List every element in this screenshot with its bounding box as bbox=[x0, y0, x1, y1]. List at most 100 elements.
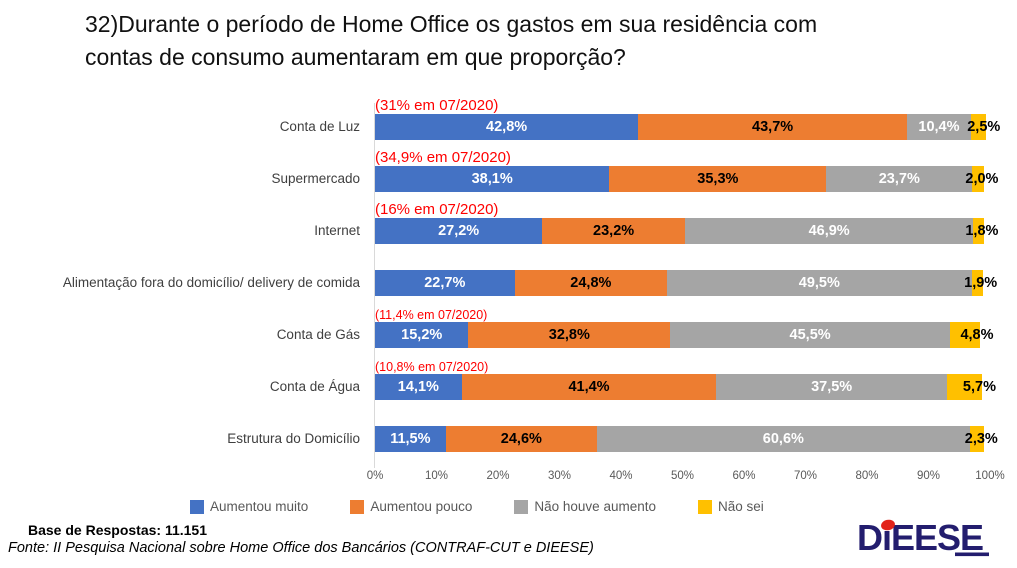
data-label: 10,4% bbox=[918, 119, 960, 135]
data-label: 5,7% bbox=[962, 379, 996, 395]
data-label: 22,7% bbox=[424, 275, 466, 291]
bar-segment-n-o-houve-aumento: 60,6% bbox=[597, 426, 970, 452]
legend-item: Não sei bbox=[697, 499, 764, 514]
data-label: 35,3% bbox=[697, 171, 739, 187]
x-axis-tick: 60% bbox=[732, 470, 756, 482]
bar-segment-aumentou-pouco: 35,3% bbox=[609, 166, 827, 192]
x-axis-tick: 90% bbox=[916, 470, 941, 482]
plot-area: Conta de Luz (31% em 07/2020) 42,8% 43,7% 10… bbox=[0, 95, 1017, 468]
data-label: 11,5% bbox=[390, 431, 431, 447]
data-label: 42,8% bbox=[486, 119, 528, 135]
category-label: Internet bbox=[314, 222, 360, 238]
data-label: 24,8% bbox=[570, 275, 612, 291]
data-label: 15,2% bbox=[401, 327, 443, 343]
data-label: 32,8% bbox=[548, 327, 590, 343]
annotation-prev-survey: (31% em 07/2020) bbox=[375, 97, 499, 114]
annotation-prev-survey: (10,8% em 07/2020) bbox=[375, 360, 489, 374]
bar-segment-aumentou-muito: 27,2% bbox=[375, 218, 543, 244]
data-label: 41,4% bbox=[568, 379, 610, 395]
legend-item: Aumentou muito bbox=[190, 499, 308, 514]
bar-segment-aumentou-pouco: 43,7% bbox=[638, 114, 907, 140]
data-label: 2,0% bbox=[965, 171, 999, 187]
data-label: 23,2% bbox=[593, 223, 635, 239]
stacked-bar: 15,2% 32,8% 45,5% 4,8% bbox=[375, 322, 994, 348]
bar-segment-n-o-sei: 2,3% bbox=[965, 426, 998, 452]
data-label: 49,5% bbox=[798, 275, 840, 291]
data-label: 1,8% bbox=[965, 223, 999, 239]
dieese-logo-text: DıEESE bbox=[857, 517, 983, 558]
bar-area: (11,4% em 07/2020) 15,2% 32,8% 45,5% 4,8% bbox=[375, 308, 994, 361]
bar-segment-n-o-houve-aumento: 46,9% bbox=[684, 218, 974, 244]
x-axis-tick: 50% bbox=[670, 470, 695, 482]
bar-area: (34,9% em 07/2020) 38,1% 35,3% 23,7% 2,0% bbox=[375, 149, 998, 205]
data-label: 43,7% bbox=[752, 119, 794, 135]
data-label: 45,5% bbox=[789, 327, 831, 343]
bar-segment-aumentou-muito: 11,5% bbox=[375, 426, 446, 452]
bar-area: 22,7% 24,8% 49,5% 1,9% bbox=[375, 257, 997, 309]
legend-swatch-icon bbox=[350, 499, 365, 514]
chart-row: Internet (16% em 07/2020) 27,2% 23,2% 46,9% 1… bbox=[0, 201, 1017, 257]
category-label: Conta de Água bbox=[269, 378, 360, 394]
chart-row: Supermercado (34,9% em 07/2020) 38,1% 35,3%… bbox=[0, 149, 1017, 205]
category-label: Conta de Luz bbox=[279, 118, 360, 134]
x-axis-tick: 70% bbox=[793, 470, 818, 482]
bar-segment-n-o-houve-aumento: 23,7% bbox=[826, 166, 973, 192]
bar-segment-aumentou-pouco: 24,6% bbox=[445, 426, 597, 452]
bar-segment-n-o-sei: 2,5% bbox=[967, 114, 1000, 140]
stacked-bar: 27,2% 23,2% 46,9% 1,8% bbox=[375, 218, 998, 244]
x-axis-tick: 30% bbox=[547, 470, 572, 482]
data-label: 46,9% bbox=[808, 223, 850, 239]
legend-item: Não houve aumento bbox=[514, 499, 656, 514]
legend-label: Aumentou muito bbox=[210, 499, 309, 514]
logo-underline bbox=[955, 552, 989, 557]
chart-title-line2: contas de consumo aumentaram em que prop… bbox=[85, 44, 626, 70]
annotation-prev-survey: (16% em 07/2020) bbox=[375, 201, 499, 218]
legend: Aumentou muito Aumentou pouco Não houve au… bbox=[190, 499, 764, 514]
stacked-bar: 42,8% 43,7% 10,4% 2,5% bbox=[375, 114, 1000, 140]
legend-swatch-icon bbox=[697, 499, 712, 514]
stacked-bar: 22,7% 24,8% 49,5% 1,9% bbox=[375, 270, 997, 296]
data-label: 4,8% bbox=[960, 327, 994, 343]
bar-area: (16% em 07/2020) 27,2% 23,2% 46,9% 1,8% bbox=[375, 201, 998, 257]
legend-label: Não houve aumento bbox=[534, 499, 656, 514]
y-axis-line bbox=[374, 103, 375, 468]
logo-red-dot bbox=[881, 519, 895, 531]
bar-segment-aumentou-muito: 42,8% bbox=[375, 114, 639, 140]
category-label: Conta de Gás bbox=[276, 326, 360, 342]
x-axis-tick: 100% bbox=[975, 470, 1005, 482]
chart-row: Conta de Gás (11,4% em 07/2020) 15,2% 32,8%… bbox=[0, 308, 1017, 361]
chart-title: 32)Durante o período de Home Office os g… bbox=[85, 8, 985, 74]
bar-area: (31% em 07/2020) 42,8% 43,7% 10,4% 2,5% bbox=[375, 97, 1000, 153]
bar-segment-aumentou-muito: 14,1% bbox=[375, 374, 462, 400]
base-respostas: Base de Respostas: 11.151 bbox=[28, 522, 207, 538]
category-label: Supermercado bbox=[271, 170, 360, 186]
bar-segment-aumentou-muito: 15,2% bbox=[375, 322, 469, 348]
data-label: 14,1% bbox=[397, 379, 439, 395]
data-label: 37,5% bbox=[811, 379, 853, 395]
bar-segment-aumentou-pouco: 41,4% bbox=[461, 374, 717, 400]
chart-title-line1: 32)Durante o período de Home Office os g… bbox=[85, 11, 818, 37]
data-label: 2,5% bbox=[967, 119, 1001, 135]
data-label: 60,6% bbox=[762, 431, 804, 447]
x-axis-tick: 20% bbox=[486, 470, 510, 482]
bar-segment-n-o-sei: 1,8% bbox=[965, 218, 998, 244]
bar-segment-aumentou-pouco: 23,2% bbox=[542, 218, 685, 244]
bar-segment-n-o-houve-aumento: 49,5% bbox=[667, 270, 972, 296]
fonte-text: Fonte: II Pesquisa Nacional sobre Home O… bbox=[8, 540, 594, 556]
bar-segment-n-o-sei: 4,8% bbox=[950, 322, 994, 348]
category-label: Estrutura do Domicílio bbox=[227, 430, 360, 446]
data-label: 38,1% bbox=[471, 171, 513, 187]
data-label: 24,6% bbox=[500, 431, 542, 447]
x-axis-tick: 0% bbox=[366, 470, 384, 482]
bar-segment-n-o-houve-aumento: 10,4% bbox=[906, 114, 971, 140]
bar-segment-n-o-sei: 2,0% bbox=[965, 166, 998, 192]
dieese-logo: DıEESE bbox=[857, 517, 989, 558]
bar-segment-n-o-sei: 5,7% bbox=[946, 374, 996, 400]
annotation-prev-survey: (34,9% em 07/2020) bbox=[375, 149, 511, 166]
x-axis-tick: 40% bbox=[609, 470, 633, 482]
bar-segment-aumentou-muito: 38,1% bbox=[375, 166, 610, 192]
stacked-bar: 38,1% 35,3% 23,7% 2,0% bbox=[375, 166, 998, 192]
legend-swatch-icon bbox=[190, 499, 204, 514]
legend-swatch-icon bbox=[514, 499, 529, 514]
